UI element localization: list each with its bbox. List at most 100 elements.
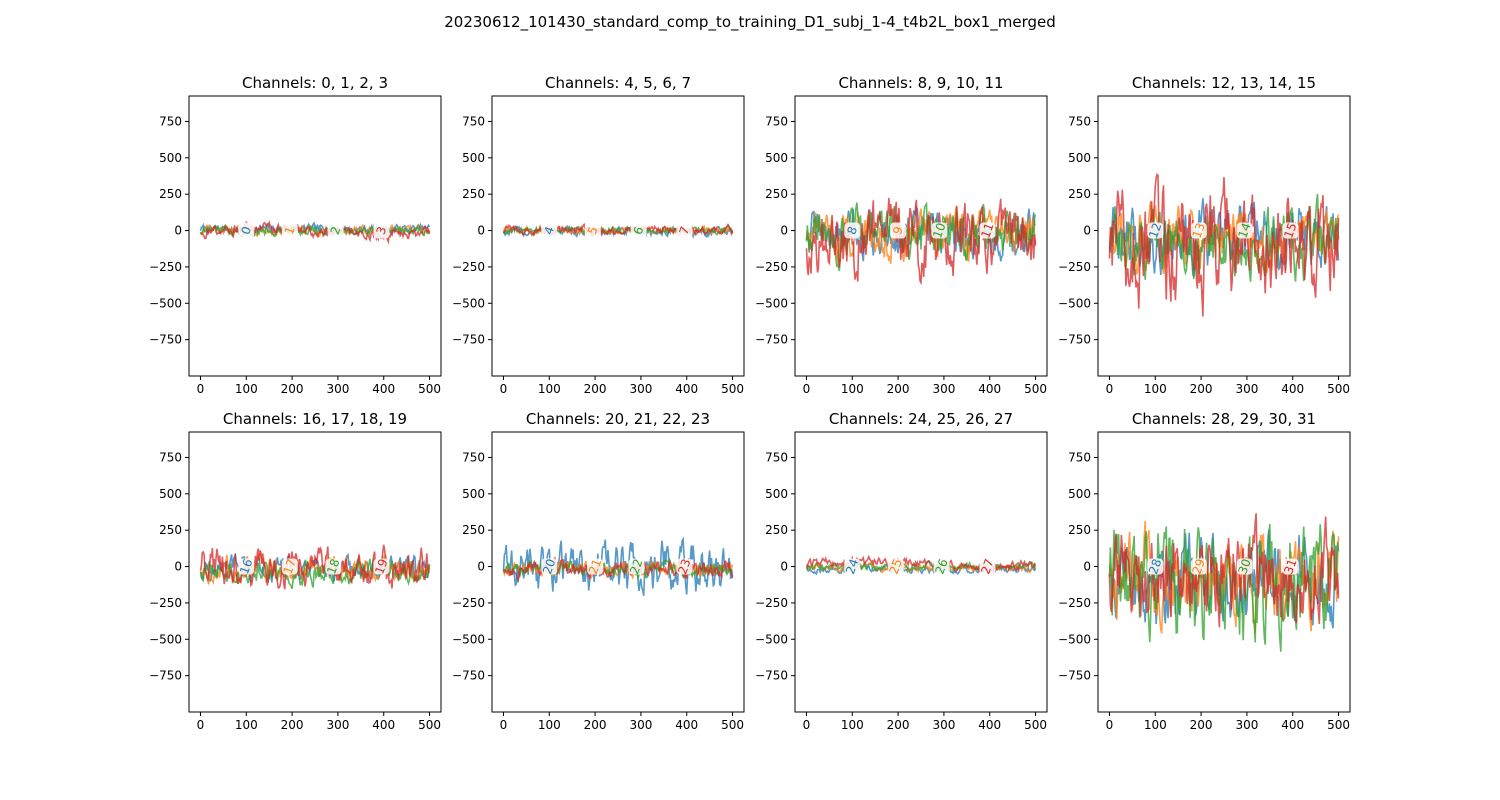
x-tick-label: 0 bbox=[803, 718, 811, 732]
x-tick-label: 300 bbox=[629, 382, 652, 396]
y-tick-label: −750 bbox=[452, 669, 485, 683]
y-tick-label: 0 bbox=[174, 560, 182, 574]
x-tick-label: 100 bbox=[841, 382, 864, 396]
subplot-title: Channels: 24, 25, 26, 27 bbox=[829, 410, 1013, 428]
series-line-19 bbox=[199, 544, 430, 590]
svg-text:13: 13 bbox=[1190, 221, 1208, 240]
x-tick-label: 100 bbox=[538, 382, 561, 396]
svg-text:3: 3 bbox=[374, 225, 390, 237]
y-tick-label: −750 bbox=[149, 333, 182, 347]
x-tick-label: 400 bbox=[675, 718, 698, 732]
axes-frame bbox=[491, 95, 745, 377]
series-label-18: 18 bbox=[324, 557, 342, 576]
traces bbox=[1108, 172, 1340, 317]
y-tick-label: 0 bbox=[477, 560, 485, 574]
subplot-title: Channels: 20, 21, 22, 23 bbox=[526, 410, 710, 428]
x-tick-label: 500 bbox=[1024, 382, 1047, 396]
subplot-title: Channels: 12, 13, 14, 15 bbox=[1132, 74, 1316, 92]
x-tick-label: 200 bbox=[281, 718, 304, 732]
y-tick-label: 250 bbox=[765, 187, 788, 201]
series-label-10: 10 bbox=[930, 221, 948, 240]
x-tick-label: 500 bbox=[418, 382, 441, 396]
axes-frame bbox=[188, 95, 442, 377]
series-label-27: 27 bbox=[978, 557, 996, 576]
axes-frame bbox=[188, 431, 442, 713]
subplot-1: Channels: 4, 5, 6, 7 4 5 6 7 0 100 200 300 400 500… bbox=[452, 74, 745, 396]
y-tick-label: −500 bbox=[149, 296, 182, 310]
y-tick-label: 250 bbox=[765, 523, 788, 537]
series-label-31: 31 bbox=[1281, 557, 1299, 576]
y-tick-label: −500 bbox=[1058, 632, 1091, 646]
x-tick-label: 300 bbox=[932, 718, 955, 732]
svg-text:8: 8 bbox=[844, 225, 860, 237]
svg-text:27: 27 bbox=[978, 557, 996, 576]
y-tick-label: −500 bbox=[755, 296, 788, 310]
svg-text:26: 26 bbox=[932, 557, 950, 576]
traces bbox=[502, 222, 734, 240]
x-tick-label: 0 bbox=[803, 382, 811, 396]
traces bbox=[502, 536, 734, 596]
x-tick-label: 400 bbox=[372, 718, 395, 732]
y-tick-label: −250 bbox=[755, 596, 788, 610]
svg-text:22: 22 bbox=[627, 557, 645, 576]
y-tick-label: 250 bbox=[462, 523, 485, 537]
y-tick-label: 250 bbox=[462, 187, 485, 201]
series-label-25: 25 bbox=[887, 557, 905, 576]
x-tick-label: 0 bbox=[197, 382, 205, 396]
x-tick-label: 100 bbox=[235, 382, 258, 396]
x-tick-label: 500 bbox=[721, 718, 744, 732]
y-tick-label: 0 bbox=[174, 224, 182, 238]
y-tick-label: 750 bbox=[159, 450, 182, 464]
x-tick-label: 200 bbox=[584, 718, 607, 732]
y-tick-label: 0 bbox=[780, 224, 788, 238]
svg-text:20: 20 bbox=[540, 557, 558, 576]
axes-frame bbox=[1097, 431, 1351, 713]
svg-text:19: 19 bbox=[372, 557, 390, 576]
y-tick-label: 250 bbox=[1068, 187, 1091, 201]
x-tick-label: 500 bbox=[721, 382, 744, 396]
series-label-5: 5 bbox=[584, 222, 601, 239]
series-label-17: 17 bbox=[281, 557, 299, 576]
subplot-title: Channels: 28, 29, 30, 31 bbox=[1132, 410, 1316, 428]
y-tick-label: −500 bbox=[149, 632, 182, 646]
svg-text:2: 2 bbox=[328, 225, 344, 237]
y-tick-label: −250 bbox=[1058, 596, 1091, 610]
y-tick-label: −750 bbox=[755, 669, 788, 683]
series-label-23: 23 bbox=[675, 557, 693, 576]
series-label-24: 24 bbox=[843, 557, 861, 576]
series-label-26: 26 bbox=[932, 557, 950, 576]
subplot-4: Channels: 16, 17, 18, 19 16 17 18 19 0 100 200 3… bbox=[149, 410, 442, 732]
y-tick-label: 500 bbox=[462, 151, 485, 165]
traces bbox=[199, 219, 431, 245]
x-tick-label: 400 bbox=[1281, 382, 1304, 396]
series-label-8: 8 bbox=[844, 222, 861, 239]
y-tick-label: 250 bbox=[159, 187, 182, 201]
x-tick-label: 0 bbox=[500, 718, 508, 732]
subplot-title: Channels: 4, 5, 6, 7 bbox=[545, 74, 691, 92]
svg-text:0: 0 bbox=[238, 225, 254, 237]
svg-text:6: 6 bbox=[631, 225, 647, 237]
x-tick-label: 200 bbox=[281, 382, 304, 396]
y-tick-label: 500 bbox=[159, 151, 182, 165]
x-tick-label: 300 bbox=[1235, 382, 1258, 396]
y-tick-label: 750 bbox=[1068, 114, 1091, 128]
y-tick-label: −750 bbox=[1058, 669, 1091, 683]
y-tick-label: 750 bbox=[159, 114, 182, 128]
svg-text:28: 28 bbox=[1146, 557, 1164, 576]
series-label-4: 4 bbox=[541, 222, 558, 239]
y-tick-label: −750 bbox=[452, 333, 485, 347]
svg-text:23: 23 bbox=[675, 557, 693, 576]
svg-text:1: 1 bbox=[282, 225, 298, 237]
series-line-21 bbox=[502, 558, 734, 580]
y-tick-label: −500 bbox=[452, 296, 485, 310]
svg-text:29: 29 bbox=[1190, 557, 1208, 576]
svg-text:24: 24 bbox=[843, 557, 861, 576]
svg-text:12: 12 bbox=[1146, 221, 1164, 240]
series-label-12: 12 bbox=[1146, 221, 1164, 240]
x-tick-label: 200 bbox=[1190, 382, 1213, 396]
subplot-grid: Channels: 0, 1, 2, 30 1 2 30 100 200 300 400 500… bbox=[149, 74, 1351, 732]
x-tick-label: 400 bbox=[372, 382, 395, 396]
svg-text:25: 25 bbox=[887, 557, 905, 576]
x-tick-label: 100 bbox=[841, 718, 864, 732]
y-tick-label: −250 bbox=[149, 260, 182, 274]
